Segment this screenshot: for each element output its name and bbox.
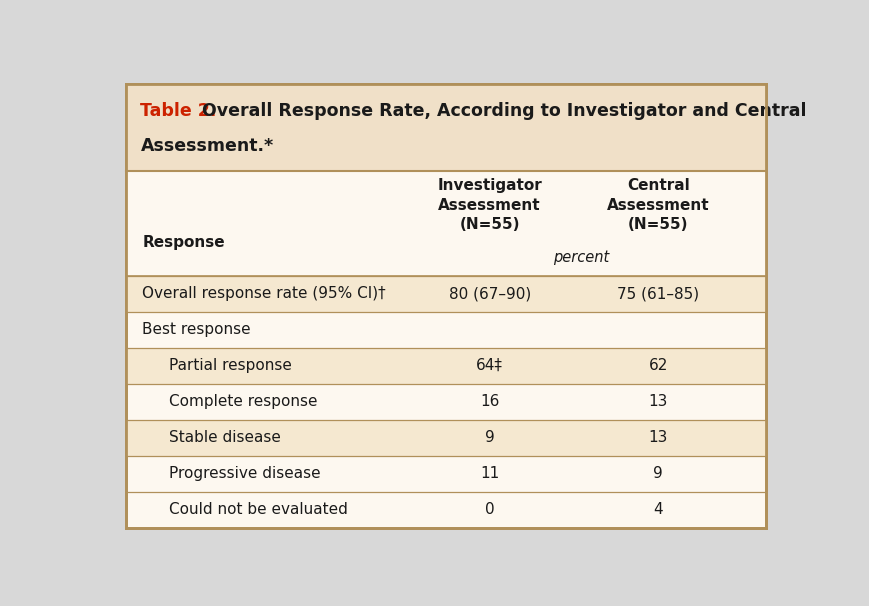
Text: 9: 9 [484, 430, 494, 445]
Text: 64‡: 64‡ [475, 358, 502, 373]
Bar [125, 348, 766, 384]
Text: 4: 4 [653, 502, 662, 517]
Bar [125, 276, 766, 311]
Text: 62: 62 [647, 358, 667, 373]
Text: Table 2.: Table 2. [140, 102, 216, 120]
Text: 13: 13 [647, 394, 667, 409]
Text: 75 (61–85): 75 (61–85) [616, 286, 699, 301]
Text: Partial response: Partial response [169, 358, 292, 373]
Text: Assessment.*: Assessment.* [140, 137, 274, 155]
Text: Complete response: Complete response [169, 394, 317, 409]
Text: Response: Response [143, 235, 225, 250]
Text: Could not be evaluated: Could not be evaluated [169, 502, 348, 517]
Text: Overall Response Rate, According to Investigator and Central: Overall Response Rate, According to Inve… [196, 102, 806, 120]
Text: Investigator
Assessment
(N=55): Investigator Assessment (N=55) [437, 178, 541, 232]
Text: percent: percent [552, 250, 608, 265]
Text: 13: 13 [647, 430, 667, 445]
Text: 11: 11 [480, 466, 499, 481]
Bar [125, 420, 766, 456]
Text: 80 (67–90): 80 (67–90) [448, 286, 530, 301]
Text: Progressive disease: Progressive disease [169, 466, 321, 481]
Text: Overall response rate (95% CI)†: Overall response rate (95% CI)† [143, 286, 386, 301]
Text: Stable disease: Stable disease [169, 430, 281, 445]
Text: 0: 0 [484, 502, 494, 517]
Text: 9: 9 [653, 466, 662, 481]
Text: 16: 16 [480, 394, 499, 409]
Bar [125, 84, 766, 171]
Text: Best response: Best response [143, 322, 251, 337]
Text: Central
Assessment
(N=55): Central Assessment (N=55) [607, 178, 709, 232]
Bar [125, 171, 766, 276]
